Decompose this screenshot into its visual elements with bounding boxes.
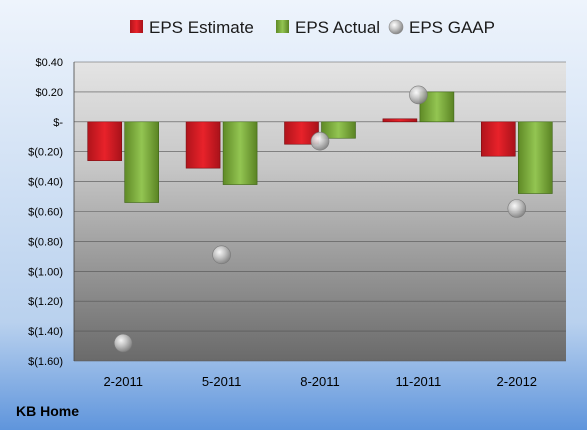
y-axis-ticks: $0.40 $0.20 $- $(0.20) $(0.40) $(0.60) $(0.80)… <box>28 57 63 368</box>
legend-swatch-estimate <box>130 20 143 33</box>
x-category-label: 2-2012 <box>497 374 537 389</box>
point-gaap <box>310 131 330 151</box>
company-label: KB Home <box>16 403 79 419</box>
bar-estimate <box>382 118 418 123</box>
point-gaap <box>409 85 428 105</box>
x-category-label: 11-2011 <box>396 374 442 389</box>
point-gaap <box>507 199 527 218</box>
legend-label-gaap: EPS GAAP <box>409 18 495 37</box>
legend-label-estimate: EPS Estimate <box>149 18 254 37</box>
legend: EPS Estimate EPS Actual EPS GAAP <box>130 18 495 37</box>
y-tick-label: $0.40 <box>35 57 63 69</box>
y-tick-label: $- <box>53 117 63 129</box>
y-tick-label: $(1.40) <box>28 326 63 338</box>
bar-actual <box>222 121 258 185</box>
y-tick-label: $(1.20) <box>28 296 63 308</box>
gaap-points <box>113 85 527 353</box>
bar-actual <box>517 121 553 194</box>
y-tick-label: $(1.60) <box>28 356 63 368</box>
y-tick-label: $(0.60) <box>28 207 63 219</box>
bar-actual <box>124 121 159 203</box>
x-category-label: 8-2011 <box>300 374 340 389</box>
y-tick-label: $(0.20) <box>28 147 63 159</box>
point-gaap <box>113 333 133 353</box>
y-tick-label: $(0.80) <box>28 236 63 248</box>
x-axis-labels: 2-2011 5-2011 8-2011 11-2011 2-2012 <box>103 374 537 389</box>
point-gaap <box>212 245 231 265</box>
x-category-label: 2-2011 <box>103 374 143 389</box>
legend-swatch-gaap <box>388 19 404 35</box>
y-tick-label: $(0.40) <box>28 177 63 189</box>
y-tick-label: $0.20 <box>35 87 63 99</box>
legend-label-actual: EPS Actual <box>295 18 380 37</box>
bar-actual <box>321 121 356 139</box>
legend-swatch-actual <box>276 20 289 33</box>
y-tick-label: $(1.00) <box>28 266 63 278</box>
x-category-label: 5-2011 <box>202 374 242 389</box>
bar-estimate <box>87 121 122 161</box>
bar-estimate <box>185 121 221 169</box>
bar-estimate <box>480 121 516 157</box>
